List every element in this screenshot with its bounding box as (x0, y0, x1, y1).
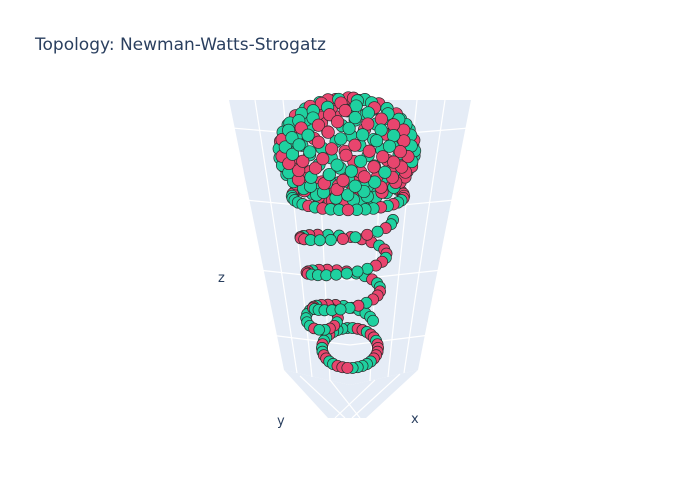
node-point (349, 231, 362, 244)
node-point (356, 128, 370, 142)
node-point (330, 268, 343, 281)
node-point (341, 361, 354, 374)
node-point (341, 188, 355, 202)
y-axis-label: y (277, 414, 285, 429)
node-point (361, 262, 374, 275)
node-point (348, 138, 362, 152)
node-point (321, 125, 335, 139)
node-point (370, 134, 384, 148)
x-axis-label: x (411, 412, 419, 427)
node-point (311, 118, 326, 132)
node-point (316, 152, 330, 166)
node-point (292, 138, 306, 152)
node-point (362, 144, 376, 158)
grid-right-h-3 (349, 334, 431, 346)
node-point (341, 203, 355, 217)
grid-left-h-3 (269, 334, 351, 346)
node-point (348, 111, 362, 125)
node-point (393, 145, 407, 159)
pane-floor (284, 370, 418, 418)
grid-left-v-0 (254, 99, 298, 374)
node-point (296, 154, 310, 168)
node-point (367, 160, 381, 174)
node-point (331, 115, 345, 129)
grid-floor-1 (329, 379, 361, 419)
node-point (357, 170, 371, 184)
z-axis-label: z (218, 271, 225, 286)
node-point (387, 155, 401, 169)
node-point (334, 303, 347, 316)
node-point (285, 147, 300, 161)
chart-title: Topology: Newman-Watts-Strogatz (34, 35, 326, 55)
node-point (313, 324, 325, 336)
node-point (313, 234, 326, 247)
node-point (361, 228, 374, 241)
node-point (342, 121, 356, 135)
node-point (376, 150, 390, 164)
node-point (367, 314, 379, 327)
node-point (338, 104, 352, 118)
node-point (368, 175, 382, 189)
node-point (361, 106, 375, 120)
node-point (330, 182, 344, 197)
node-point (374, 112, 388, 126)
node-point (344, 164, 358, 178)
node-point (354, 154, 368, 168)
node-point (339, 148, 353, 162)
node-point (301, 128, 315, 142)
node-point (324, 234, 337, 246)
node-point (340, 267, 353, 280)
node-point (320, 269, 333, 282)
node-point (311, 135, 326, 149)
node-point (322, 167, 336, 182)
grid-floor-3 (334, 379, 376, 419)
node-point (303, 145, 317, 159)
node-point (349, 99, 363, 113)
node-point (334, 132, 348, 146)
node-point (325, 142, 339, 156)
grid-floor-0 (299, 375, 346, 419)
node-point (330, 158, 344, 172)
node-point (348, 179, 362, 193)
network-nodes (272, 91, 422, 374)
node-point (351, 265, 364, 278)
node-point (382, 139, 397, 153)
node-point (378, 165, 392, 179)
grid-floor-2 (351, 373, 401, 419)
node-point (371, 225, 384, 238)
node-point (336, 173, 350, 188)
node-point (336, 233, 349, 245)
node-point (308, 161, 323, 175)
grid-right-v-2 (403, 99, 446, 374)
node-point (361, 117, 375, 131)
